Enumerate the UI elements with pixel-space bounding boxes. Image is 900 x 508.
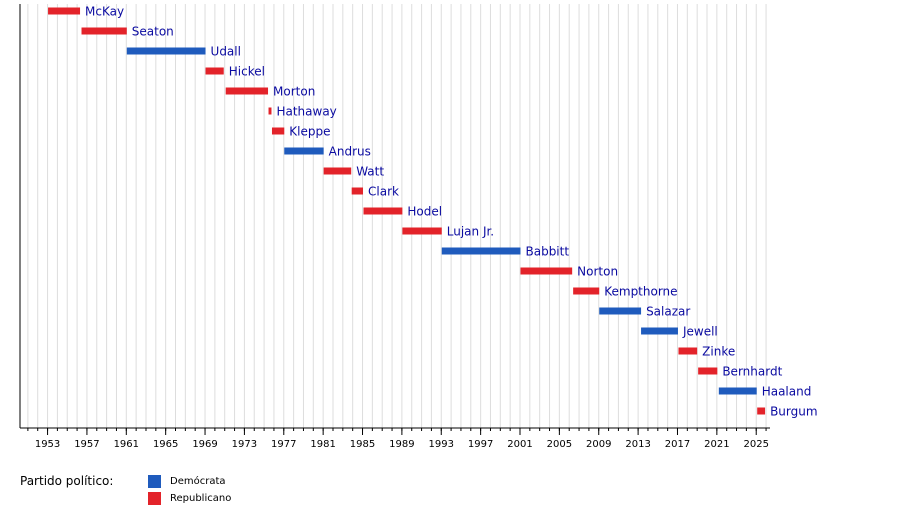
tick-label: 2025 — [743, 439, 768, 450]
bar-watt — [323, 167, 352, 175]
bar-label: Haaland — [762, 385, 812, 399]
bar-label: Hathaway — [276, 105, 336, 119]
bar-babbitt — [441, 247, 521, 255]
bar-label: Hodel — [407, 205, 442, 219]
bar-jewell — [641, 327, 678, 335]
bar-clark — [351, 187, 364, 195]
tick-label: 1961 — [114, 439, 139, 450]
bar-label: Seaton — [132, 25, 174, 39]
tick-label: 1973 — [232, 439, 257, 450]
tick-label: 1965 — [153, 439, 178, 450]
bar-burgum — [757, 407, 766, 415]
bar-kempthorne — [573, 287, 600, 295]
bar-label: Zinke — [702, 345, 735, 359]
bar-label: McKay — [85, 5, 124, 19]
bar-zinke — [678, 347, 698, 355]
tick-label: 1985 — [350, 439, 375, 450]
tick-label: 2005 — [547, 439, 572, 450]
bar-label: Burgum — [770, 405, 817, 419]
bar-label: Watt — [356, 165, 384, 179]
bar-label: Kleppe — [289, 125, 330, 139]
bar-label: Udall — [211, 45, 241, 59]
bar-label: Andrus — [329, 145, 371, 159]
bar-udall — [126, 47, 206, 55]
bar-bernhardt — [698, 367, 718, 375]
tick-label: 2009 — [586, 439, 611, 450]
tick-label: 1957 — [74, 439, 99, 450]
tick-label: 1993 — [429, 439, 454, 450]
bar-label: Babbitt — [525, 245, 569, 259]
bar-hodel — [363, 207, 403, 215]
bar-norton — [520, 267, 573, 275]
tick-label: 2013 — [625, 439, 650, 450]
tick-label: 2017 — [665, 439, 690, 450]
bar-salazar — [599, 307, 642, 315]
bar-label: Jewell — [682, 325, 718, 339]
bar-label: Clark — [368, 185, 399, 199]
tick-label: 1989 — [389, 439, 414, 450]
bar-seaton — [81, 27, 127, 35]
bar-hickel — [205, 67, 224, 75]
bar-label: Morton — [273, 85, 315, 99]
tick-label: 1977 — [271, 439, 296, 450]
bar-andrus — [284, 147, 324, 155]
bar-label: Salazar — [646, 305, 690, 319]
tick-label: 1997 — [468, 439, 493, 450]
tick-label: 2021 — [704, 439, 729, 450]
bar-lujan-jr- — [402, 227, 442, 235]
bar-hathaway — [268, 107, 272, 115]
tick-label: 1953 — [35, 439, 60, 450]
tick-label: 2001 — [507, 439, 532, 450]
bar-morton — [225, 87, 269, 95]
tick-label: 1969 — [192, 439, 217, 450]
bar-label: Hickel — [229, 65, 265, 79]
bar-label: Kempthorne — [604, 285, 677, 299]
bar-label: Lujan Jr. — [447, 225, 494, 239]
bar-label: Bernhardt — [722, 365, 782, 379]
tick-label: 1981 — [310, 439, 335, 450]
bar-label: Norton — [577, 265, 618, 279]
bar-mckay — [48, 7, 81, 15]
bar-haaland — [718, 387, 757, 395]
bar-kleppe — [271, 127, 285, 135]
